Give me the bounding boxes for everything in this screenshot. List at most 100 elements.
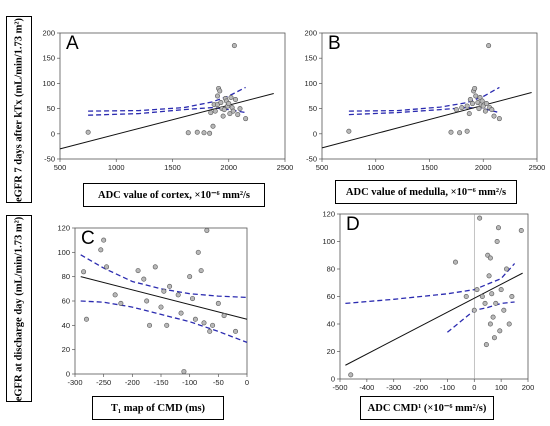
data-point [483, 342, 489, 348]
data-point [452, 259, 458, 265]
data-point [471, 307, 477, 313]
data-point [221, 313, 227, 319]
data-point [235, 112, 241, 118]
confidence-band-upper [80, 254, 248, 299]
x-axis-label-b: ADC value of medulla, ×10⁻⁶ mm²/s [345, 187, 507, 198]
data-point [489, 107, 495, 113]
data-point [243, 116, 249, 122]
data-point [230, 108, 236, 114]
panel-letter: D [346, 214, 360, 235]
x-axis-label-a: ADC value of cortex, ×10⁻⁶ mm²/s [98, 190, 250, 201]
data-point [194, 129, 200, 135]
data-point [175, 292, 181, 298]
regression-line [59, 92, 274, 150]
data-point [158, 304, 164, 310]
data-point [215, 300, 221, 306]
y-tick-label: 100 [57, 248, 70, 257]
y-tick-label: 0 [51, 129, 55, 138]
data-point [464, 103, 470, 109]
x-tick-label: -400 [359, 383, 374, 392]
y-tick-label: 50 [47, 104, 55, 113]
data-point [466, 111, 472, 117]
x-tick-label: -300 [67, 378, 82, 387]
data-point [506, 321, 512, 327]
data-point [482, 300, 488, 306]
y-tick-label: 100 [42, 79, 55, 88]
data-point [479, 293, 485, 299]
data-point [147, 322, 153, 328]
panel-letter: A [66, 33, 79, 54]
data-point [187, 274, 193, 280]
data-point [135, 268, 141, 274]
data-point [220, 113, 226, 119]
data-point [190, 296, 196, 302]
data-point [477, 215, 483, 221]
data-point [152, 264, 158, 270]
y-tick-label: 100 [304, 79, 317, 88]
data-point [195, 249, 201, 255]
data-point [491, 113, 497, 119]
data-point [217, 88, 223, 94]
data-point [227, 111, 233, 117]
data-point [467, 97, 473, 103]
data-point [210, 322, 216, 328]
y-tick-label: 200 [42, 29, 55, 38]
y-tick-label: 100 [322, 237, 335, 246]
x-tick-label: 2500 [277, 163, 294, 172]
x-tick-label: -250 [96, 378, 111, 387]
y-tick-label: 200 [304, 29, 317, 38]
x-tick-label: -150 [153, 378, 168, 387]
data-point [479, 98, 485, 104]
data-point [83, 316, 89, 322]
x-axis-label-c: T₁ map of CMD (ms) [110, 402, 206, 414]
x-axis-label-b-box: ADC value of medulla, ×10⁻⁶ mm²/s [335, 180, 517, 204]
data-point [81, 269, 87, 275]
x-tick-label: 1000 [367, 163, 384, 172]
panel-a: 500 1000 1500 2000 2500 -50 0 50 100 150 200 A [42, 29, 293, 173]
data-point [228, 95, 234, 101]
data-point [487, 321, 493, 327]
x-tick-label: 100 [495, 383, 508, 392]
data-point [161, 288, 167, 294]
y-tick-label: 80 [62, 272, 70, 281]
data-point [483, 101, 489, 107]
x-axis-label-d: ADC CMD¹ (×10⁻⁶ mm²/s) [367, 403, 487, 414]
data-point [101, 237, 107, 243]
x-tick-label: -300 [386, 383, 401, 392]
confidence-band-lower [88, 106, 246, 116]
data-point [453, 107, 459, 113]
x-tick-label: 500 [316, 163, 329, 172]
y-tick-label: 20 [327, 347, 335, 356]
y-axis-label-bottom: eGFR at discharge day (mL/min/1.73 m²) [13, 216, 25, 401]
data-point [118, 300, 124, 306]
data-point [204, 227, 210, 233]
x-tick-label: 1000 [108, 163, 125, 172]
confidence-band-upper [88, 86, 246, 112]
panel-letter: C [81, 228, 95, 249]
data-point [164, 322, 170, 328]
y-tick-label: 40 [327, 320, 335, 329]
data-point [208, 110, 214, 116]
data-point [494, 239, 500, 245]
plot-frame [321, 32, 538, 160]
data-point [237, 106, 243, 112]
x-tick-label: 200 [522, 383, 535, 392]
data-point [448, 129, 454, 135]
regression-line [345, 272, 523, 366]
data-point [486, 273, 492, 279]
data-point [144, 298, 150, 304]
x-tick-label: 0 [472, 383, 476, 392]
x-tick-label: -200 [413, 383, 428, 392]
x-tick-label: 1500 [421, 163, 438, 172]
data-point [474, 287, 480, 293]
y-tick-label: 0 [331, 375, 335, 384]
data-point [487, 255, 493, 261]
y-tick-label: 0 [66, 370, 70, 379]
data-point [498, 287, 504, 293]
x-tick-label: -100 [440, 383, 455, 392]
x-axis-label-d-box: ADC CMD¹ (×10⁻⁶ mm²/s) [360, 396, 494, 420]
y-tick-label: 60 [327, 292, 335, 301]
data-point [104, 264, 110, 270]
x-tick-label: -500 [332, 383, 347, 392]
confidence-band-upper [345, 263, 516, 305]
